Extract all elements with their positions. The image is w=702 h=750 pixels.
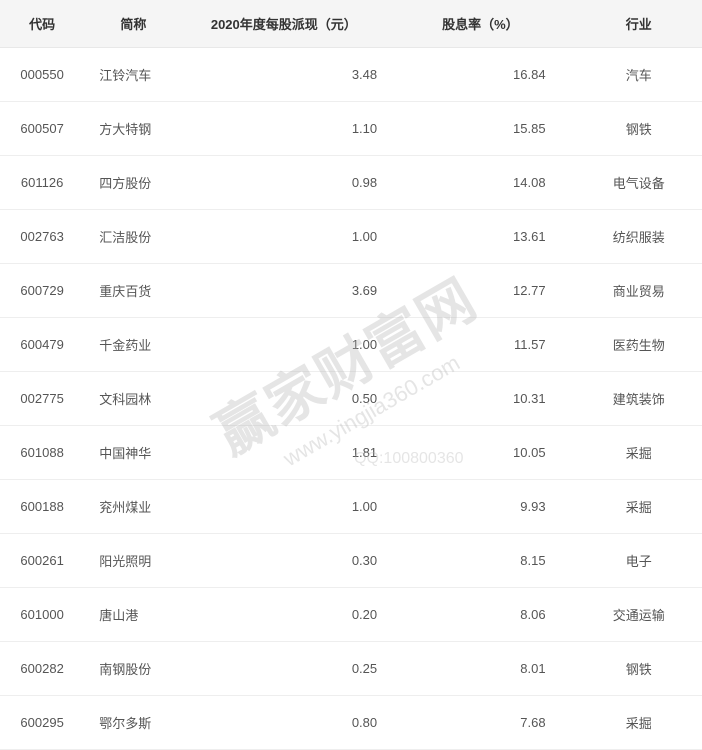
cell-industry: 采掘 — [576, 426, 702, 480]
cell-industry: 采掘 — [576, 480, 702, 534]
cell-name: 方大特钢 — [84, 102, 182, 156]
cell-name: 重庆百货 — [84, 264, 182, 318]
cell-dividend: 1.00 — [183, 480, 408, 534]
cell-dividend: 0.98 — [183, 156, 408, 210]
table-row: 002775文科园林0.5010.31建筑装饰 — [0, 372, 702, 426]
table-row: 002763汇洁股份1.0013.61纺织服装 — [0, 210, 702, 264]
cell-industry: 电子 — [576, 534, 702, 588]
table-row: 600188兖州煤业1.009.93采掘 — [0, 480, 702, 534]
cell-code: 600261 — [0, 534, 84, 588]
cell-yield: 15.85 — [407, 102, 575, 156]
header-dividend: 2020年度每股派现（元） — [183, 0, 408, 48]
cell-name: 千金药业 — [84, 318, 182, 372]
cell-code: 601000 — [0, 588, 84, 642]
table-header: 代码 简称 2020年度每股派现（元） 股息率（%） 行业 — [0, 0, 702, 48]
cell-name: 阳光照明 — [84, 534, 182, 588]
cell-name: 中国神华 — [84, 426, 182, 480]
header-row: 代码 简称 2020年度每股派现（元） 股息率（%） 行业 — [0, 0, 702, 48]
cell-industry: 钢铁 — [576, 642, 702, 696]
cell-code: 600282 — [0, 642, 84, 696]
cell-yield: 8.15 — [407, 534, 575, 588]
cell-yield: 13.61 — [407, 210, 575, 264]
header-yield: 股息率（%） — [407, 0, 575, 48]
cell-dividend: 3.69 — [183, 264, 408, 318]
cell-industry: 汽车 — [576, 48, 702, 102]
cell-industry: 纺织服装 — [576, 210, 702, 264]
cell-name: 唐山港 — [84, 588, 182, 642]
table-row: 000550江铃汽车3.4816.84汽车 — [0, 48, 702, 102]
cell-code: 600507 — [0, 102, 84, 156]
table-row: 600282南钢股份0.258.01钢铁 — [0, 642, 702, 696]
cell-industry: 交通运输 — [576, 588, 702, 642]
cell-name: 鄂尔多斯 — [84, 696, 182, 750]
cell-name: 汇洁股份 — [84, 210, 182, 264]
dividend-table-container: 代码 简称 2020年度每股派现（元） 股息率（%） 行业 000550江铃汽车… — [0, 0, 702, 750]
table-row: 600479千金药业1.0011.57医药生物 — [0, 318, 702, 372]
cell-industry: 采掘 — [576, 696, 702, 750]
cell-dividend: 0.80 — [183, 696, 408, 750]
header-name: 简称 — [84, 0, 182, 48]
cell-code: 600479 — [0, 318, 84, 372]
cell-industry: 医药生物 — [576, 318, 702, 372]
cell-industry: 商业贸易 — [576, 264, 702, 318]
cell-code: 002775 — [0, 372, 84, 426]
cell-dividend: 3.48 — [183, 48, 408, 102]
cell-name: 四方股份 — [84, 156, 182, 210]
cell-dividend: 0.25 — [183, 642, 408, 696]
cell-yield: 16.84 — [407, 48, 575, 102]
table-row: 600729重庆百货3.6912.77商业贸易 — [0, 264, 702, 318]
cell-industry: 钢铁 — [576, 102, 702, 156]
cell-industry: 电气设备 — [576, 156, 702, 210]
cell-yield: 10.31 — [407, 372, 575, 426]
cell-dividend: 1.00 — [183, 318, 408, 372]
cell-code: 002763 — [0, 210, 84, 264]
cell-yield: 11.57 — [407, 318, 575, 372]
cell-yield: 8.06 — [407, 588, 575, 642]
cell-code: 601126 — [0, 156, 84, 210]
cell-code: 000550 — [0, 48, 84, 102]
cell-dividend: 1.10 — [183, 102, 408, 156]
cell-name: 南钢股份 — [84, 642, 182, 696]
header-industry: 行业 — [576, 0, 702, 48]
cell-code: 601088 — [0, 426, 84, 480]
table-row: 600261阳光照明0.308.15电子 — [0, 534, 702, 588]
cell-yield: 8.01 — [407, 642, 575, 696]
table-row: 601088中国神华1.8110.05采掘 — [0, 426, 702, 480]
table-body: 000550江铃汽车3.4816.84汽车600507方大特钢1.1015.85… — [0, 48, 702, 750]
cell-yield: 9.93 — [407, 480, 575, 534]
cell-yield: 7.68 — [407, 696, 575, 750]
cell-dividend: 1.00 — [183, 210, 408, 264]
header-code: 代码 — [0, 0, 84, 48]
cell-dividend: 1.81 — [183, 426, 408, 480]
cell-name: 江铃汽车 — [84, 48, 182, 102]
cell-dividend: 0.30 — [183, 534, 408, 588]
cell-yield: 10.05 — [407, 426, 575, 480]
cell-dividend: 0.50 — [183, 372, 408, 426]
table-row: 600295鄂尔多斯0.807.68采掘 — [0, 696, 702, 750]
cell-industry: 建筑装饰 — [576, 372, 702, 426]
table-row: 601000唐山港0.208.06交通运输 — [0, 588, 702, 642]
table-row: 601126四方股份0.9814.08电气设备 — [0, 156, 702, 210]
dividend-table: 代码 简称 2020年度每股派现（元） 股息率（%） 行业 000550江铃汽车… — [0, 0, 702, 750]
cell-code: 600295 — [0, 696, 84, 750]
cell-dividend: 0.20 — [183, 588, 408, 642]
cell-name: 兖州煤业 — [84, 480, 182, 534]
table-row: 600507方大特钢1.1015.85钢铁 — [0, 102, 702, 156]
cell-yield: 12.77 — [407, 264, 575, 318]
cell-code: 600188 — [0, 480, 84, 534]
cell-yield: 14.08 — [407, 156, 575, 210]
cell-name: 文科园林 — [84, 372, 182, 426]
cell-code: 600729 — [0, 264, 84, 318]
